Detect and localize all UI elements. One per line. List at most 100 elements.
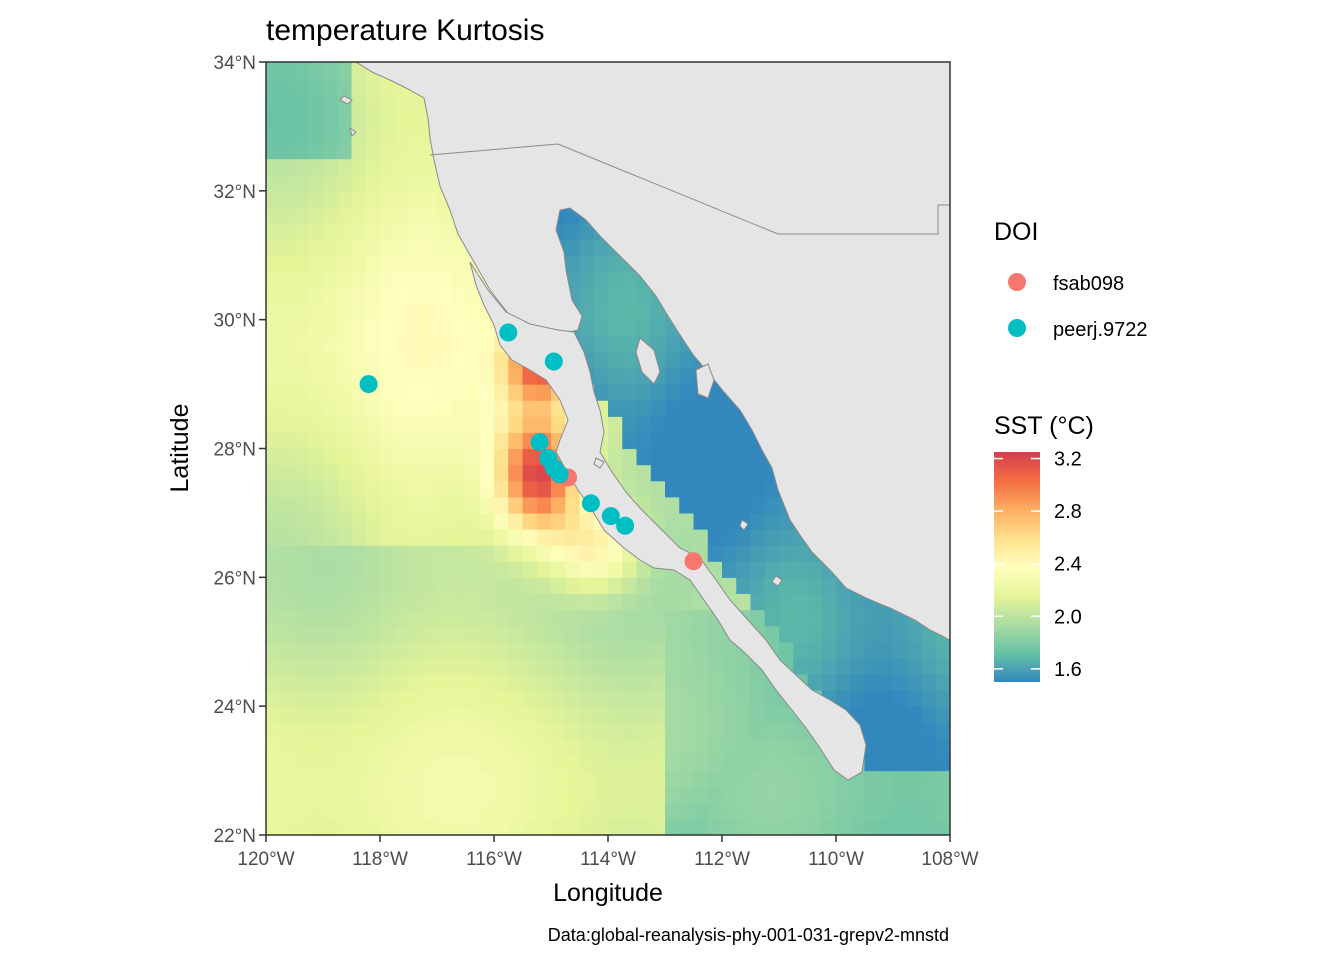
sst-cell [437, 384, 452, 401]
sst-cell [337, 416, 353, 433]
sst-cell [665, 770, 680, 788]
sst-cell [380, 770, 395, 788]
sst-cell [807, 657, 823, 675]
sst-cell [665, 593, 680, 611]
sst-cell [665, 657, 680, 675]
sst-cell [408, 126, 424, 144]
sst-cell [437, 818, 452, 835]
sst-cell [779, 625, 794, 643]
sst-cell [280, 255, 296, 272]
sst-cell [508, 802, 524, 820]
sst-cell [793, 657, 809, 675]
sst-cell [437, 400, 452, 417]
sst-cell [551, 706, 566, 723]
sst-cell [479, 448, 495, 466]
sst-cell [636, 400, 652, 417]
sst-cell [893, 690, 908, 707]
sst-cell [422, 577, 438, 595]
sst-cell [722, 738, 737, 756]
sst-cell [451, 561, 467, 578]
sst-cell [465, 625, 481, 643]
sst-cell [408, 319, 424, 337]
sst-cell [266, 561, 281, 578]
sst-cell [893, 673, 908, 691]
sst-cell [522, 673, 538, 691]
sst-cell [479, 818, 495, 835]
sst-cell [579, 223, 595, 240]
sst-cell [451, 770, 467, 788]
sst-cell [522, 416, 538, 433]
sst-cell [465, 416, 481, 433]
sst-cell [779, 593, 794, 611]
sst-cell [308, 142, 324, 160]
sst-cell [437, 722, 452, 739]
sst-cell [337, 384, 353, 401]
sst-cell [736, 673, 752, 691]
sst-cell [266, 303, 281, 321]
sst-cell [722, 432, 737, 450]
sst-cell [893, 802, 908, 820]
sst-cell [437, 786, 452, 804]
sst-cell [294, 78, 310, 95]
sst-cell [351, 802, 367, 820]
sst-cell [337, 367, 353, 385]
sst-cell [422, 706, 438, 723]
sst-cell [294, 464, 310, 482]
sst-cell [579, 770, 595, 788]
sst-cell [280, 62, 296, 79]
sst-cell [380, 641, 395, 659]
sst-cell [579, 609, 595, 627]
sst-cell [422, 158, 438, 176]
sst-cell [394, 561, 410, 578]
sst-cell [779, 545, 794, 562]
sst-cell [408, 400, 424, 417]
x-tick-label: 120°W [237, 849, 294, 870]
sst-cell [365, 206, 381, 224]
sst-cell [722, 818, 737, 835]
sst-cell [608, 271, 623, 289]
sst-cell [323, 464, 338, 482]
sst-cell [522, 690, 538, 707]
sst-cell [593, 609, 609, 627]
sst-cell [323, 416, 338, 433]
sst-cell [608, 641, 623, 659]
sst-cell [337, 625, 353, 643]
sst-cell [365, 432, 381, 450]
sst-cell [380, 722, 395, 739]
x-tick-label: 110°W [808, 849, 864, 870]
sst-cell [266, 464, 281, 482]
sst-cell [508, 432, 524, 450]
sst-cell [850, 609, 866, 627]
sst-cell [451, 432, 467, 450]
sst-cell [779, 754, 794, 772]
y-tick-label: 22°N [214, 826, 256, 847]
sst-cell [693, 416, 709, 433]
sst-cell [394, 94, 410, 111]
sst-cell [365, 78, 381, 95]
colorbar-tick-label: 3.2 [1054, 449, 1082, 471]
sst-cell [380, 223, 395, 240]
sst-cell [750, 770, 766, 788]
sst-cell [693, 609, 709, 627]
sst-cell [508, 400, 524, 417]
sst-cell [522, 448, 538, 466]
sst-cell [408, 512, 424, 530]
sst-cell [793, 754, 809, 772]
sst-cell [280, 319, 296, 337]
sst-cell [408, 480, 424, 498]
sst-cell [707, 416, 723, 433]
sst-cell [579, 545, 595, 562]
sst-cell [294, 818, 310, 835]
sst-cell [351, 706, 367, 723]
sst-cell [736, 561, 752, 578]
sst-cell [266, 367, 281, 385]
sst-cell [679, 673, 695, 691]
sst-cell [907, 738, 923, 756]
sst-cell [408, 802, 424, 820]
sst-cell [294, 754, 310, 772]
sst-cell [707, 754, 723, 772]
sst-cell [351, 738, 367, 756]
sst-cell [750, 673, 766, 691]
sst-cell [280, 786, 296, 804]
sst-cell [408, 94, 424, 111]
